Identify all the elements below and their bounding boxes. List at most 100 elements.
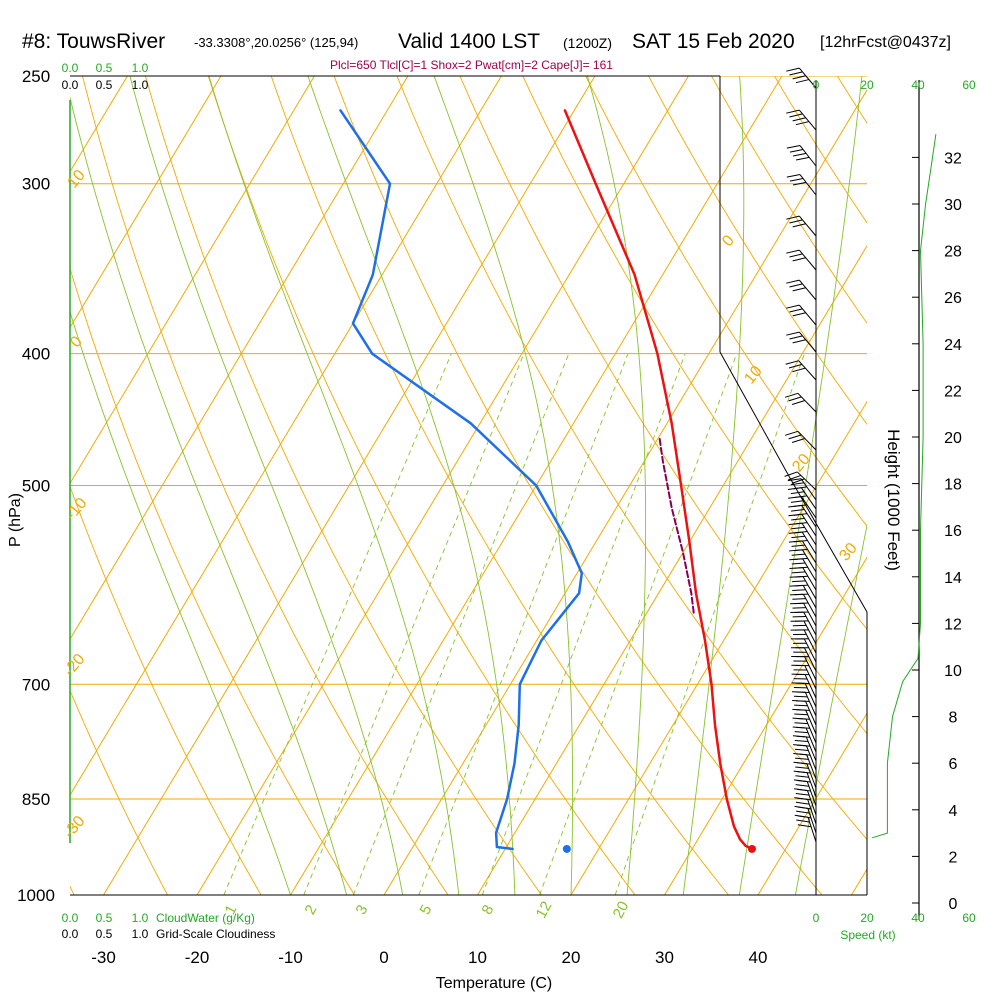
wind-speed-tick-label: 0 [813, 911, 820, 925]
dry-adiabat [648, 76, 867, 426]
isotherm-line [664, 556, 867, 895]
isotherm-line [196, 76, 689, 895]
chart-frame [69, 75, 868, 896]
dry-adiabat [396, 76, 867, 841]
wind-barb [790, 611, 817, 636]
dry-adiabat [70, 485, 262, 895]
valid-time-utc: (1200Z) [563, 35, 613, 51]
moist-adiabat [208, 76, 460, 895]
station-title: #8: TouwsRiver [22, 30, 166, 53]
moist-adiabat [738, 76, 863, 895]
cloud-water-tick-label: 0.0 [62, 911, 79, 925]
height-tick-label: 6 [949, 756, 958, 773]
isotherm-label: -20 [61, 651, 89, 680]
wind-barb [786, 304, 817, 326]
height-tick-label: 14 [944, 570, 962, 587]
chart-labels: 0246810121416182022242628303225030040050… [7, 61, 976, 992]
mixing-ratio-line [418, 353, 629, 895]
mixing-ratio-line [614, 353, 805, 895]
cloud-water-label: CloudWater (g/Kg) [156, 911, 255, 925]
valid-date: SAT 15 Feb 2020 [632, 30, 795, 53]
wind-speed-tick-label: 20 [860, 911, 874, 925]
height-tick-label: 12 [944, 616, 962, 633]
temperature-tick-label: -30 [91, 948, 116, 967]
isotherm-label: 30 [836, 540, 861, 565]
cloudiness-tick-label: 0.0 [62, 927, 79, 941]
moist-adiabat [70, 96, 348, 895]
pressure-tick-label: 250 [22, 67, 50, 86]
isotherm-line [383, 89, 867, 895]
cloudiness-tick-label: 0.5 [96, 78, 113, 92]
wind-barb [786, 109, 817, 131]
height-axis-title: Height (1000 Feet) [884, 429, 903, 571]
dry-adiabat [70, 689, 168, 895]
height-tick-label: 18 [944, 477, 962, 494]
wind-speed-tick-label: 60 [962, 78, 976, 92]
wind-barb [786, 67, 817, 89]
isotherm-line [70, 76, 315, 485]
isotherm-line [70, 76, 222, 329]
wind-barb [789, 593, 817, 618]
height-tick-label: 22 [944, 383, 962, 400]
mixing-ratio-label: 8 [479, 902, 498, 917]
isotherm-label: 0 [719, 232, 738, 250]
chart-grid [70, 76, 1000, 895]
wind-barb [786, 279, 817, 301]
height-tick-label: 4 [949, 803, 958, 820]
mixing-ratio-label: 20 [610, 899, 633, 922]
mixing-ratio-label: 2 [302, 902, 321, 917]
temperature-tick-label: 10 [468, 948, 487, 967]
temperature-tick-label: -20 [185, 948, 210, 967]
dry-adiabat [333, 76, 823, 895]
mixing-ratio-line [481, 353, 686, 895]
isotherm-line [570, 400, 867, 895]
height-tick-label: 28 [944, 244, 962, 261]
moist-adiabat [586, 76, 647, 895]
wind-barb [784, 392, 817, 413]
surface-temperature-point [747, 844, 756, 853]
grid-lines [70, 76, 1000, 895]
mixing-ratio-line [303, 353, 525, 895]
sounding-profiles [339, 109, 756, 853]
mixing-ratio-line [223, 353, 452, 895]
pressure-tick-label: 850 [22, 790, 50, 809]
temperature-tick-label: -10 [278, 948, 303, 967]
isotherm-line [70, 76, 502, 796]
x-axis-title: Temperature (C) [436, 975, 552, 992]
isotherm-label: -30 [61, 813, 89, 842]
cloudiness-tick-label: 1.0 [132, 927, 149, 941]
height-tick-label: 24 [944, 337, 962, 354]
wind-speed-tick-label: 40 [911, 911, 925, 925]
temperature-line [563, 109, 754, 851]
mixing-ratio-label: 5 [417, 902, 436, 917]
cloud-water-tick-label: 0.5 [96, 61, 113, 75]
height-tick-label: 32 [944, 150, 962, 167]
cloudiness-label: Grid-Scale Cloudiness [156, 927, 275, 941]
wind-barb [790, 602, 817, 627]
temperature-tick-label: 40 [749, 948, 768, 967]
cloud-water-tick-label: 1.0 [132, 911, 149, 925]
dry-adiabat [963, 76, 1000, 895]
wind-barb [786, 331, 817, 353]
height-tick-label: 0 [949, 896, 958, 913]
wind-barb [784, 471, 817, 491]
dry-adiabat [144, 76, 542, 895]
height-tick-label: 16 [944, 523, 962, 540]
isotherm-line [70, 76, 409, 641]
isotherm-label: 10 [64, 167, 89, 192]
pressure-tick-label: 1000 [17, 886, 55, 905]
pressure-tick-label: 500 [22, 477, 50, 496]
height-tick-label: 30 [944, 197, 962, 214]
isotherm-line [851, 868, 867, 895]
wind-speed-axis-title: Speed (kt) [840, 928, 895, 942]
height-tick-label: 10 [944, 663, 962, 680]
wind-speed-tick-label: 20 [860, 78, 874, 92]
wind-speed-line [871, 134, 937, 839]
wind-barb [786, 145, 817, 167]
cloud-water-tick-label: 0.0 [62, 61, 79, 75]
temperature-tick-label: 0 [379, 948, 388, 967]
dry-adiabat [522, 76, 867, 631]
wind-panel [784, 67, 937, 920]
height-tick-label: 26 [944, 290, 962, 307]
parcel-line [658, 435, 695, 614]
